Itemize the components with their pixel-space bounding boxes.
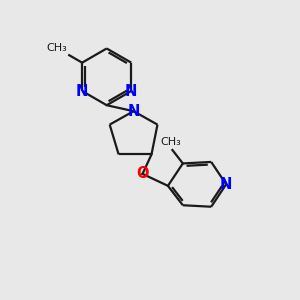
Text: CH₃: CH₃	[46, 43, 67, 53]
Text: N: N	[220, 177, 232, 192]
Text: O: O	[136, 167, 149, 182]
Text: CH₃: CH₃	[160, 137, 181, 147]
Text: N: N	[125, 83, 137, 98]
Text: N: N	[128, 104, 140, 119]
Text: N: N	[76, 83, 88, 98]
